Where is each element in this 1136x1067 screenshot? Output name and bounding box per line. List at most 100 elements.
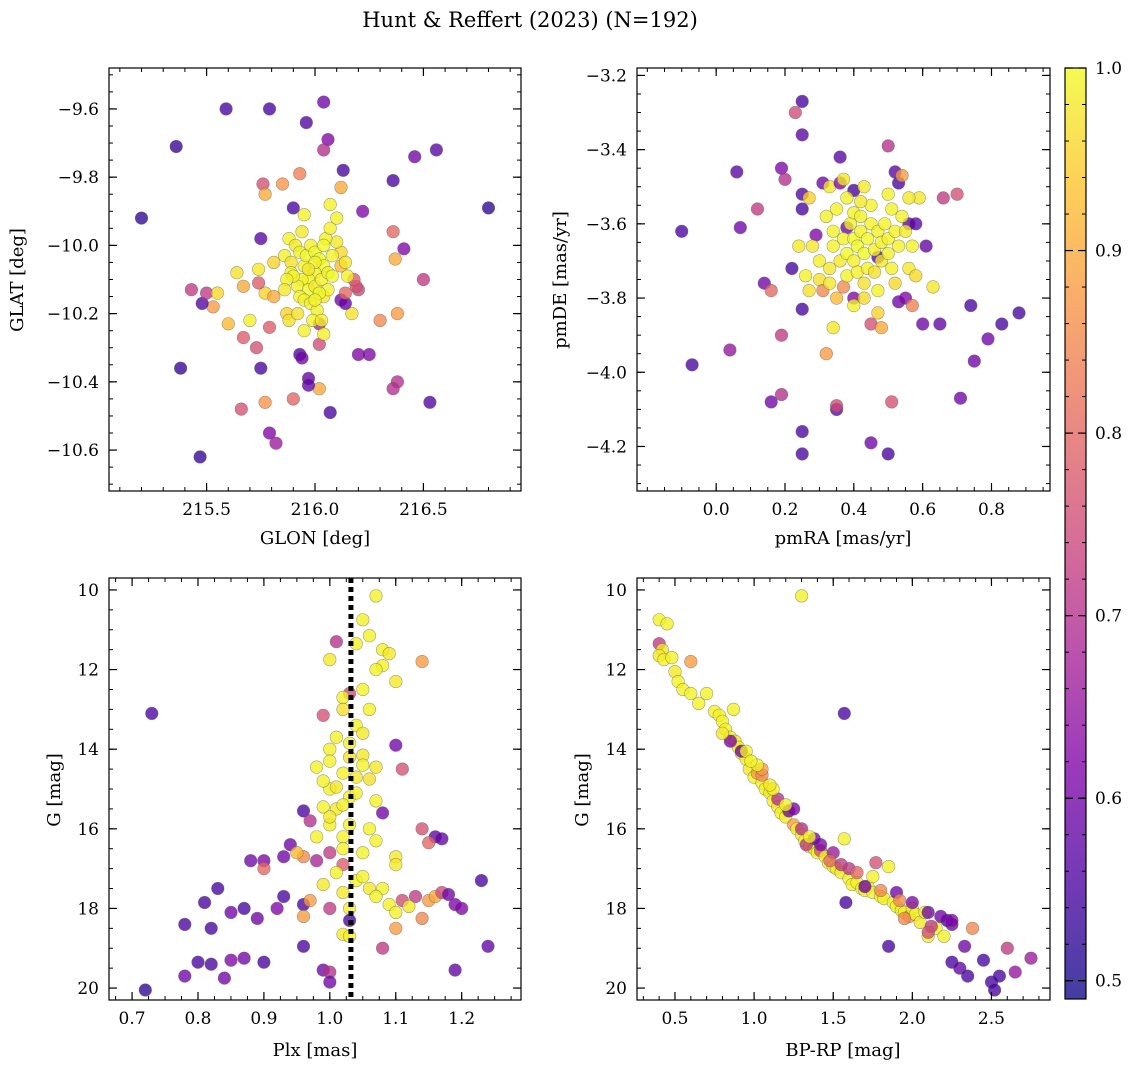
data-point <box>369 889 383 904</box>
data-point <box>921 905 935 920</box>
data-point <box>323 197 337 212</box>
data-point <box>323 754 337 768</box>
data-point <box>965 921 980 935</box>
y-tick-label: −9.6 <box>58 100 99 120</box>
data-point <box>301 262 316 276</box>
y-tick-label: 12 <box>605 661 627 681</box>
colorbar-ticks: 0.5 0.6 0.7 0.8 0.9 1.0 <box>1065 59 1122 992</box>
data-point <box>829 202 844 216</box>
colorbar-tick-label: 0.9 <box>1095 242 1122 262</box>
data-point <box>744 754 758 768</box>
data-point <box>964 298 978 313</box>
data-point <box>295 351 309 365</box>
data-point <box>317 143 331 157</box>
data-point <box>415 822 429 836</box>
data-point <box>950 187 964 201</box>
x-tick-label: 215.5 <box>182 500 231 520</box>
data-point <box>961 969 975 983</box>
data-point <box>809 228 823 242</box>
data-point <box>423 395 437 409</box>
y-tick-label: 14 <box>605 740 627 760</box>
data-point <box>802 284 816 298</box>
data-point <box>295 225 309 239</box>
data-point <box>134 211 149 225</box>
data-point <box>362 772 377 786</box>
data-point <box>356 204 370 218</box>
data-point <box>270 901 284 916</box>
data-point <box>362 822 377 836</box>
data-point <box>795 425 809 439</box>
data-point <box>992 969 1007 983</box>
y-tick-label: −3.4 <box>586 141 627 161</box>
data-point <box>356 726 370 740</box>
data-point <box>798 269 813 283</box>
data-point <box>967 354 981 368</box>
data-point <box>764 284 778 298</box>
data-point <box>874 883 888 898</box>
data-point <box>1000 941 1014 955</box>
data-point <box>819 209 833 223</box>
x-tick-label: 0.5 <box>661 1009 688 1029</box>
data-point <box>840 191 854 205</box>
data-point <box>833 150 847 164</box>
data-point <box>812 254 827 268</box>
data-point <box>675 224 689 238</box>
data-point <box>145 706 159 721</box>
data-point <box>390 307 405 321</box>
x-axis-label: pmRA [mas/yr] <box>775 528 912 549</box>
data-point <box>269 436 283 450</box>
data-point <box>881 859 896 874</box>
data-point <box>885 261 899 276</box>
data-point <box>866 869 880 884</box>
data-point <box>860 232 875 246</box>
data-point <box>857 180 871 194</box>
scatter-points-pmra-pmde <box>675 94 1026 461</box>
x-tick-label: 0.6 <box>909 500 936 520</box>
tick-group: 215.5 216.0 216.5 −9.6 −9.8 −10.0 −10.2 −10.4 −1… <box>47 68 521 520</box>
y-tick-label: −10.0 <box>47 236 99 256</box>
data-point <box>723 734 738 748</box>
data-point <box>219 102 233 116</box>
data-point <box>316 774 330 788</box>
data-point <box>299 115 313 130</box>
data-point <box>323 652 337 667</box>
data-point <box>795 94 809 108</box>
data-point <box>204 957 218 971</box>
data-point <box>785 261 799 276</box>
plot-frame <box>636 577 1051 1001</box>
data-point <box>356 682 370 697</box>
data-point <box>881 187 895 201</box>
y-axis-label: pmDE [mas/yr] <box>550 211 571 349</box>
data-point <box>338 286 353 300</box>
data-point <box>317 95 331 109</box>
data-point <box>303 814 317 828</box>
data-point <box>836 172 851 186</box>
data-point <box>210 286 224 300</box>
data-point <box>314 313 329 328</box>
data-point <box>891 239 906 253</box>
y-tick-label: 20 <box>605 979 627 999</box>
y-axis-label: G [mag] <box>572 753 593 826</box>
data-point <box>178 917 192 932</box>
data-point <box>317 238 331 252</box>
data-point <box>881 939 896 953</box>
data-point <box>774 387 789 402</box>
data-point <box>317 327 331 341</box>
data-point <box>723 343 737 357</box>
data-point <box>881 447 895 461</box>
data-point <box>699 686 714 701</box>
data-point <box>389 905 403 920</box>
data-point <box>885 202 899 216</box>
data-point <box>329 780 344 794</box>
data-point <box>382 646 396 661</box>
data-point <box>976 953 991 967</box>
data-point <box>1024 951 1038 965</box>
y-tick-label: −9.8 <box>58 168 99 188</box>
data-point <box>389 857 403 872</box>
data-point <box>474 873 489 888</box>
data-point <box>837 832 851 846</box>
data-point <box>660 617 674 631</box>
data-point <box>823 854 837 868</box>
data-point <box>369 760 383 774</box>
